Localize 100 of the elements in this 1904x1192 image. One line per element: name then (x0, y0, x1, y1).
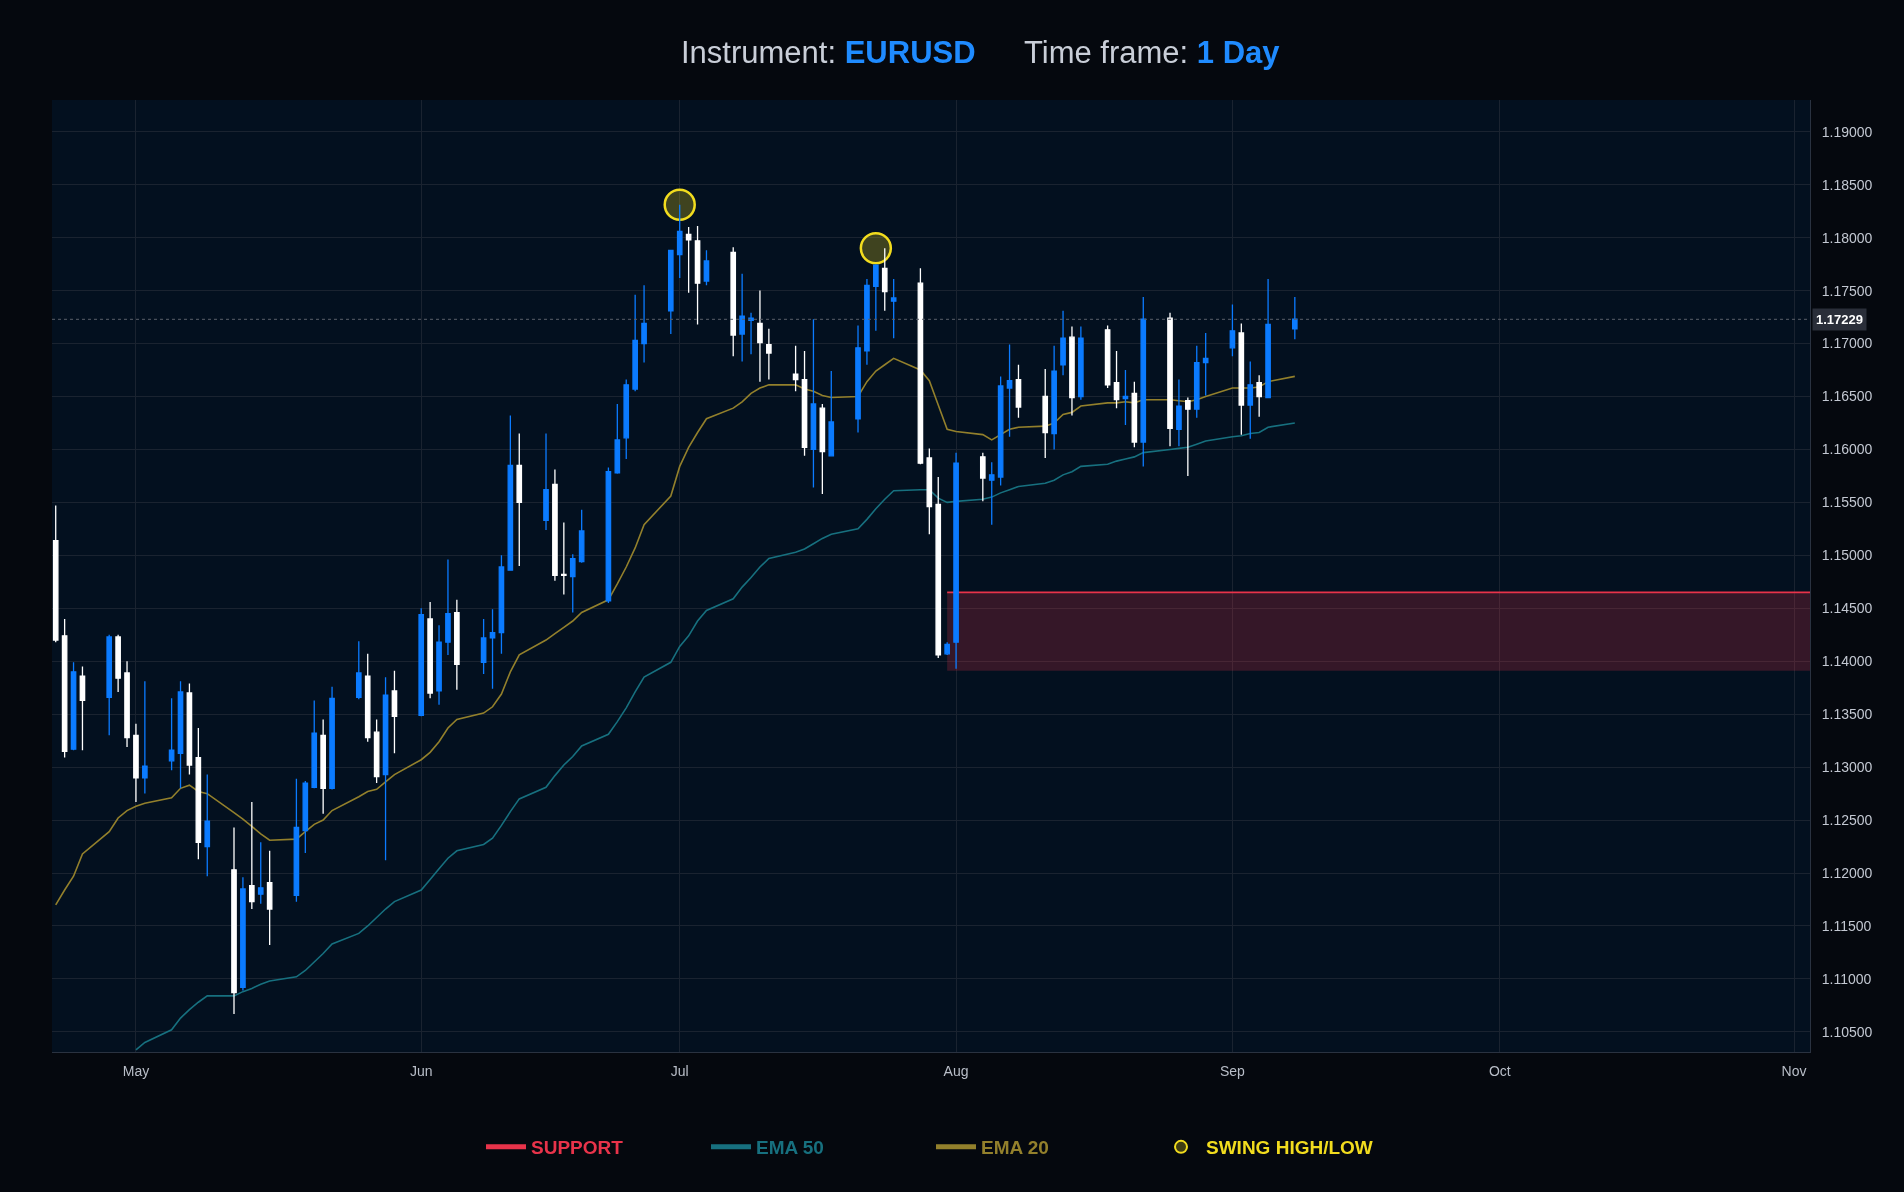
candlestick (1229, 303, 1236, 357)
candlestick (953, 451, 959, 670)
candlestick (694, 225, 701, 326)
candlestick (864, 278, 870, 366)
candlestick (855, 324, 861, 434)
candlestick (436, 624, 442, 706)
candlestick (569, 553, 576, 614)
candlestick (480, 618, 487, 675)
candlestick (1078, 325, 1084, 401)
candlestick (1202, 332, 1209, 397)
candlestick (890, 278, 897, 339)
candlestick (676, 204, 683, 279)
candlestick (1131, 381, 1138, 448)
candlestick (1069, 325, 1075, 417)
candlestick (52, 504, 59, 643)
candlestick (873, 263, 879, 332)
candlestick (177, 680, 184, 789)
y-tick-label: 1.11000 (1821, 970, 1872, 987)
candlestick (810, 318, 817, 489)
candlestick (61, 618, 68, 759)
candlestick (1167, 312, 1173, 447)
y-tick-label: 1.11500 (1821, 917, 1872, 934)
y-tick-label: 1.14500 (1821, 600, 1873, 617)
y-tick-label: 1.13000 (1821, 759, 1873, 776)
candlestick (552, 468, 558, 582)
candlestick (1247, 360, 1254, 440)
candlestick (1042, 368, 1049, 459)
legend-label: SWING HIGH/LOW (1206, 1137, 1373, 1159)
x-tick-label: May (122, 1062, 150, 1079)
candlestick (543, 432, 549, 531)
candlestick (240, 876, 246, 992)
candlestick (168, 697, 175, 771)
x-tick-label: Sep (1219, 1062, 1246, 1079)
candlestick (382, 676, 389, 861)
candlestick (632, 294, 638, 392)
candlestick (266, 850, 273, 946)
candlestick (293, 778, 300, 903)
candlestick (1265, 278, 1271, 399)
chart-subtitle: Time frame: 1 Day (1024, 35, 1281, 70)
candlestick (748, 312, 754, 355)
y-tick-label: 1.18000 (1821, 229, 1873, 246)
candlestick (418, 607, 425, 717)
y-tick-label: 1.19000 (1821, 123, 1873, 140)
y-tick-label: 1.17500 (1821, 282, 1873, 299)
candlestick (204, 773, 211, 877)
candlestick (454, 599, 460, 691)
candlestick (391, 670, 398, 755)
candlestick (1122, 369, 1129, 426)
candlestick (1193, 345, 1200, 419)
candlestick (819, 403, 826, 495)
candlestick (195, 727, 202, 860)
candlestick (1015, 364, 1022, 419)
candlestick (1060, 310, 1066, 376)
y-tick-label: 1.15500 (1821, 494, 1873, 511)
candlestick (641, 284, 647, 364)
candlestick (944, 641, 950, 656)
chart-title: Instrument: EURUSD (681, 35, 976, 70)
candlestick (828, 370, 835, 457)
y-tick-label: 1.15000 (1821, 547, 1873, 564)
y-tick-label: 1.17000 (1821, 335, 1873, 352)
candlestick (988, 461, 995, 526)
candlestick (578, 509, 585, 564)
candlestick (623, 378, 630, 460)
candlestick (1140, 296, 1147, 468)
candlestick (1185, 396, 1191, 477)
candlestick (106, 634, 113, 737)
candlestick (979, 451, 986, 502)
candlestick (186, 682, 193, 776)
y-tick-label: 1.12000 (1821, 864, 1873, 881)
line-series (54, 357, 1296, 906)
candlestick (257, 841, 264, 905)
y-tick-label: 1.13500 (1821, 706, 1873, 723)
candlestick (997, 375, 1004, 487)
candlestick (792, 345, 799, 392)
x-tick-label: Jun (409, 1062, 433, 1079)
candlestick (133, 723, 139, 803)
candlestick (302, 780, 309, 854)
candlestick (614, 403, 621, 475)
candlestick (489, 608, 496, 690)
x-tick-label: Nov (1781, 1062, 1807, 1079)
candlestick (730, 246, 737, 357)
x-tick-label: Aug (943, 1062, 969, 1079)
candlestick (561, 521, 567, 596)
candlestick (311, 699, 318, 789)
candlestick (1176, 378, 1182, 447)
candlestick (498, 554, 505, 655)
y-tick-label: 1.14000 (1821, 653, 1873, 670)
candlestick (667, 249, 674, 335)
candlestick (320, 718, 326, 815)
candlestick (881, 247, 888, 312)
candlestick (427, 601, 433, 699)
y-tick-label: 1.18500 (1821, 176, 1873, 193)
y-tick-label: 1.10500 (1821, 1023, 1873, 1040)
candlestick (935, 476, 942, 659)
candlestick (124, 660, 130, 748)
candlestick (1113, 350, 1120, 409)
candlestick (1238, 322, 1245, 436)
legend-label: SUPPORT (531, 1137, 624, 1159)
candlestick (766, 328, 772, 381)
line-series (135, 422, 1296, 1051)
